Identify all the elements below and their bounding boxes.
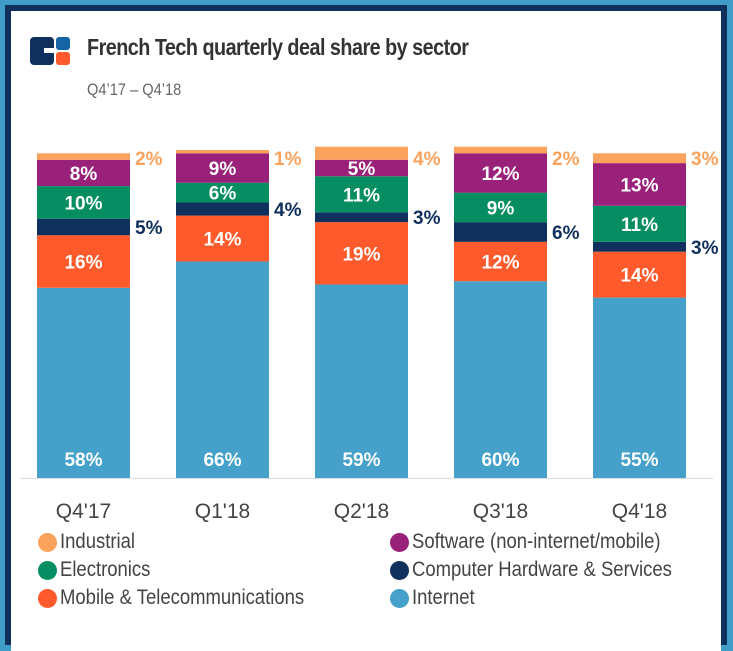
data-label-electronics: 11%: [621, 215, 658, 236]
bar-segment-mobile-telecommunications: [176, 215, 269, 262]
bar-segment-mobile-telecommunications: [593, 251, 686, 298]
bar-segment-software-non-internet-mobile: [37, 159, 130, 187]
bar-q4-17: 58% 16% 5% 10% 8% 2%: [37, 149, 163, 478]
legend-label: Internet: [412, 586, 475, 609]
bar-segment-industrial: [593, 153, 686, 164]
data-label-internet: 55%: [620, 450, 658, 471]
cb-insights-logo-icon: [30, 37, 70, 65]
bar-segment-industrial: [37, 153, 130, 160]
data-label-industrial: 4%: [413, 149, 441, 170]
legend-label: Electronics: [60, 558, 151, 581]
data-label-mobile-telecommunications: 14%: [620, 266, 658, 287]
bar-segment-internet: [176, 261, 269, 478]
bar-q1-18: 66% 14% 4% 6% 9% 1%: [176, 149, 302, 478]
data-label-industrial: 3%: [691, 149, 719, 170]
legend-label: Software (non-internet/mobile): [412, 530, 661, 553]
legend-dot-icon: [390, 532, 409, 552]
data-label-software-non-internet-mobile: 12%: [481, 164, 519, 185]
bar-q3-18: 60% 12% 6% 9% 12% 2%: [454, 146, 580, 478]
data-label-mobile-telecommunications: 16%: [64, 253, 102, 274]
legend-label: Mobile & Telecommunications: [60, 586, 305, 609]
legend-item-computer-hardware-services[interactable]: Computer Hardware & Services: [390, 558, 707, 582]
data-label-mobile-telecommunications: 12%: [481, 253, 519, 274]
data-label-computer-hardware-services: 3%: [691, 238, 719, 259]
chart-subtitle: Q4’17 – Q4’18: [87, 80, 182, 99]
data-label-internet: 66%: [203, 450, 241, 471]
data-label-software-non-internet-mobile: 8%: [70, 164, 98, 185]
bar-segment-computer-hardware-services: [454, 222, 547, 242]
data-label-computer-hardware-services: 4%: [274, 200, 302, 221]
data-label-electronics: 10%: [64, 193, 102, 214]
bar-segment-internet: [593, 297, 686, 478]
bar-segment-computer-hardware-services: [37, 218, 130, 236]
bar-segment-software-non-internet-mobile: [176, 153, 269, 183]
logo-orange-block: [56, 52, 70, 65]
bar-segment-internet: [37, 287, 130, 478]
stacked-bar-chart: 58% 16% 5% 10% 8% 2% Q4'17 66% 14% 4% 6% 9% 1% Q1'18 5…: [20, 146, 719, 523]
x-tick-label: Q4'17: [56, 500, 111, 523]
bar-q4-18: 55% 14% 3% 11% 13% 3%: [593, 149, 719, 478]
legend-dot-icon: [390, 588, 409, 608]
data-label-industrial: 2%: [135, 149, 163, 170]
bar-segment-electronics: [593, 205, 686, 242]
data-label-software-non-internet-mobile: 13%: [620, 175, 658, 196]
bar-segment-computer-hardware-services: [315, 212, 408, 223]
x-tick-label: Q4'18: [612, 500, 667, 523]
data-label-computer-hardware-services: 5%: [135, 218, 163, 239]
data-label-internet: 60%: [481, 450, 519, 471]
legend-dot-icon: [390, 560, 409, 580]
bar-segment-software-non-internet-mobile: [454, 153, 547, 193]
data-label-internet: 59%: [342, 450, 380, 471]
legend-dot-icon: [38, 560, 57, 580]
chart-title: French Tech quarterly deal share by sect…: [87, 34, 469, 60]
bar-segment-software-non-internet-mobile: [593, 163, 686, 206]
logo-blue-block: [56, 37, 70, 50]
legend-item-industrial[interactable]: Industrial: [38, 530, 145, 554]
data-label-software-non-internet-mobile: 9%: [209, 159, 237, 180]
bar-segment-electronics: [454, 192, 547, 223]
data-label-computer-hardware-services: 3%: [413, 208, 441, 229]
data-label-industrial: 2%: [552, 149, 580, 170]
data-label-electronics: 11%: [343, 185, 380, 206]
legend-label: Industrial: [60, 530, 135, 553]
data-label-mobile-telecommunications: 19%: [342, 244, 380, 265]
legend-item-electronics[interactable]: Electronics: [38, 558, 163, 582]
bar-segment-computer-hardware-services: [593, 241, 686, 252]
legend-dot-icon: [38, 532, 57, 552]
bar-segment-mobile-telecommunications: [315, 222, 408, 285]
bar-segment-mobile-telecommunications: [454, 241, 547, 282]
x-tick-label: Q1'18: [195, 500, 250, 523]
legend-dot-icon: [38, 588, 57, 608]
bar-segment-internet: [454, 281, 547, 478]
bar-segment-electronics: [315, 176, 408, 213]
data-label-mobile-telecommunications: 14%: [203, 230, 241, 251]
bar-segment-industrial: [176, 150, 269, 154]
bar-segment-internet: [315, 284, 408, 478]
bar-segment-electronics: [176, 182, 269, 203]
bar-q2-18: 59% 19% 3% 11% 5% 4%: [315, 146, 441, 478]
legend-item-internet[interactable]: Internet: [390, 586, 483, 610]
legend-item-software-non-internet-mobile[interactable]: Software (non-internet/mobile): [390, 530, 694, 554]
bar-segment-software-non-internet-mobile: [315, 159, 408, 177]
bar-segment-mobile-telecommunications: [37, 235, 130, 288]
bar-segment-electronics: [37, 186, 130, 219]
data-label-electronics: 9%: [487, 198, 515, 219]
bar-segment-computer-hardware-services: [176, 202, 269, 216]
data-label-software-non-internet-mobile: 5%: [348, 159, 376, 180]
x-tick-label: Q3'18: [473, 500, 528, 523]
data-label-internet: 58%: [64, 450, 102, 471]
bar-segment-industrial: [315, 146, 408, 160]
x-tick-label: Q2'18: [334, 500, 389, 523]
legend-item-mobile-telecommunications[interactable]: Mobile & Telecommunications: [38, 586, 337, 610]
logo-dark-block: [30, 37, 54, 65]
data-label-industrial: 1%: [274, 149, 302, 170]
data-label-computer-hardware-services: 6%: [552, 223, 580, 244]
data-label-electronics: 6%: [209, 184, 237, 205]
bar-segment-industrial: [454, 146, 547, 154]
logo-notch: [44, 48, 54, 53]
legend-label: Computer Hardware & Services: [412, 558, 672, 581]
